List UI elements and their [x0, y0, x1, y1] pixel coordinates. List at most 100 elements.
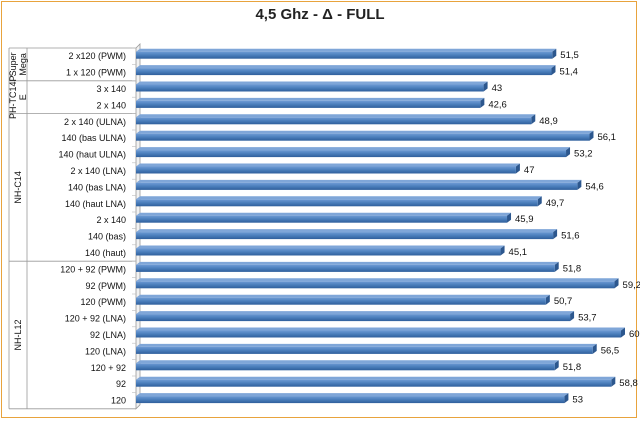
value-label: 51,8	[563, 263, 582, 274]
bar-side	[564, 393, 569, 404]
category-label: 120	[111, 396, 126, 406]
bar	[136, 232, 554, 240]
bar	[136, 166, 516, 174]
bar	[136, 150, 567, 158]
bar-top	[136, 97, 485, 101]
category-label: 3 x 140	[96, 84, 126, 94]
category-label: 120 (LNA)	[85, 346, 126, 356]
category-label: 140 (haut LNA)	[65, 199, 126, 209]
bar-top	[136, 48, 557, 52]
category-label: 92 (LNA)	[90, 330, 126, 340]
category-label: 120 + 92 (LNA)	[65, 314, 126, 324]
group-label-line: E	[18, 94, 28, 100]
bar-side	[537, 196, 542, 207]
bar	[136, 379, 612, 387]
category-label: 92 (PWM)	[86, 281, 127, 291]
bar-side	[554, 360, 559, 371]
group-label: NH-C14	[13, 171, 23, 204]
bar-top	[136, 212, 512, 216]
bar-top	[136, 278, 619, 282]
bar-side	[570, 311, 575, 322]
value-label: 49,7	[546, 198, 565, 209]
bar-side	[500, 245, 505, 256]
category-label: 140 (bas ULNA)	[61, 133, 126, 143]
bar	[136, 84, 484, 92]
bar-top	[136, 245, 505, 249]
group-label-line: Mega	[18, 53, 28, 76]
bar-side	[614, 278, 619, 289]
category-label: 2 x 140	[96, 215, 126, 225]
value-label: 51,5	[560, 50, 579, 61]
bar	[136, 100, 481, 108]
value-label: 47	[524, 165, 535, 176]
bar-top	[136, 376, 616, 380]
bar-side	[611, 376, 616, 387]
bar	[136, 264, 555, 272]
bar-side	[551, 65, 556, 76]
value-label: 54,6	[585, 181, 604, 192]
bar	[136, 68, 552, 76]
bar-side	[552, 48, 557, 59]
category-label: 120 (PWM)	[80, 297, 126, 307]
bar-side	[553, 229, 558, 240]
bar-top	[136, 196, 542, 200]
value-label: 53,7	[578, 313, 597, 324]
bar	[136, 117, 532, 125]
group-label: PH-TC14PE	[8, 75, 28, 119]
bar-top	[136, 327, 625, 331]
bar-top	[136, 65, 556, 69]
category-label: 2 x120 (PWM)	[68, 51, 126, 61]
category-label: 2 x 140	[96, 100, 126, 110]
bar	[136, 199, 538, 207]
category-label: 120 + 92	[91, 363, 126, 373]
value-label: 51,6	[561, 231, 580, 242]
bar-side	[507, 212, 512, 223]
category-label: 120 + 92 (PWM)	[60, 264, 126, 274]
category-label: 1 x 120 (PWM)	[66, 68, 126, 78]
value-label: 45,9	[515, 214, 534, 225]
bar-top	[136, 229, 558, 233]
bar	[136, 297, 546, 305]
chart-title: 4,5 Ghz - Δ - FULL	[255, 6, 385, 23]
bar-side	[480, 97, 485, 108]
bar	[136, 330, 621, 338]
value-label: 53	[572, 395, 583, 406]
bar	[136, 363, 555, 371]
bar	[136, 281, 615, 289]
value-label: 51,4	[559, 67, 578, 78]
value-label: 42,6	[488, 99, 507, 110]
bar-top	[136, 311, 575, 315]
category-label: 140 (haut)	[85, 248, 126, 258]
bar-top	[136, 393, 569, 397]
bar-top	[136, 294, 550, 298]
bar-top	[136, 360, 559, 364]
bar	[136, 248, 501, 256]
bar-top	[136, 147, 571, 151]
bar-side	[577, 179, 582, 190]
bar-side	[566, 147, 571, 158]
bar-side	[545, 294, 550, 305]
value-label: 59,2	[623, 280, 640, 291]
category-label: 2 x 140 (ULNA)	[64, 117, 126, 127]
bar	[136, 215, 508, 223]
group-label-line: PH-TC14P	[8, 75, 18, 119]
bar	[136, 182, 578, 190]
category-label: 140 (bas LNA)	[68, 182, 126, 192]
value-label: 50,7	[554, 296, 573, 307]
bar	[136, 133, 590, 141]
category-label: 2 x 140 (LNA)	[70, 166, 126, 176]
value-label: 48,9	[539, 116, 558, 127]
bar-side	[589, 130, 594, 141]
value-label: 43	[492, 83, 503, 94]
bar	[136, 346, 593, 354]
bar-top	[136, 130, 594, 134]
bar-side	[531, 114, 536, 125]
group-label: SuperMega	[8, 52, 28, 76]
category-label: 140 (haut ULNA)	[58, 150, 126, 160]
value-label: 58,8	[619, 378, 638, 389]
bar-top	[136, 179, 582, 183]
bar-top	[136, 261, 559, 265]
group-label-line: Super	[8, 52, 18, 76]
bar-top	[136, 114, 536, 118]
